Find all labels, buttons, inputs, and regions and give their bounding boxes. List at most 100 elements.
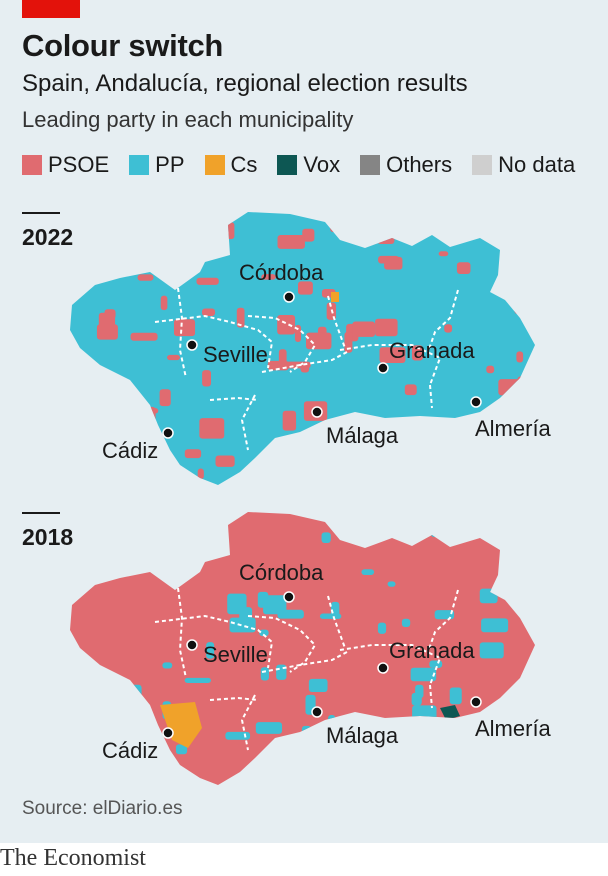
province-boundary <box>339 344 442 386</box>
municipality-patch <box>199 418 225 439</box>
province-boundaries <box>154 287 459 451</box>
municipality-patch <box>156 561 169 568</box>
city-dot-seville <box>186 339 198 351</box>
municipality-patch <box>173 319 196 337</box>
municipality-patch <box>479 588 498 604</box>
legend-label-no-data: No data <box>498 152 576 177</box>
municipality-patch <box>282 410 297 431</box>
municipality-patch <box>276 437 293 450</box>
city-label-malaga: Málaga <box>326 723 399 748</box>
legend-item-others: Others <box>360 152 452 178</box>
municipality-patch <box>377 235 395 245</box>
municipality-patch <box>137 274 154 281</box>
city-label-cadiz: Cádiz <box>102 738 158 763</box>
chart-description: Leading party in each municipality <box>22 107 354 132</box>
province-boundary <box>427 289 459 353</box>
city-label-almeria: Almería <box>475 716 552 741</box>
municipality-patch <box>482 466 498 485</box>
municipality-patch <box>498 379 522 396</box>
legend-swatch-others <box>360 155 381 175</box>
legend-label-cs: Cs <box>230 152 258 177</box>
municipality-patch <box>532 532 535 542</box>
city-label-cordoba: Córdoba <box>239 560 324 585</box>
municipality-patch <box>456 262 471 274</box>
municipality-patch <box>361 569 375 575</box>
legend: PSOE PP Cs Vox Others No data <box>22 152 595 178</box>
municipality-patch <box>98 312 116 334</box>
province-boundary <box>240 694 256 751</box>
municipality-patch <box>202 370 212 387</box>
municipality-patch <box>121 711 143 718</box>
municipality-patch <box>378 445 390 464</box>
city-label-almeria: Almería <box>475 416 552 441</box>
province-boundary <box>261 351 348 373</box>
municipality-patch <box>284 446 304 459</box>
municipality-patch <box>261 274 276 280</box>
city-label-granada: Granada <box>389 638 475 663</box>
municipality-patch <box>255 722 283 734</box>
municipality-patch <box>152 224 161 231</box>
municipality-patch <box>184 449 202 459</box>
municipality-patch <box>377 622 387 634</box>
municipality-patch <box>387 581 396 587</box>
cs-region <box>160 702 202 748</box>
province-boundary <box>154 614 274 669</box>
brand-tag <box>22 0 80 18</box>
municipality-patch <box>259 629 269 637</box>
year-label-2018: 2018 <box>22 524 74 550</box>
municipality-patch <box>438 251 449 257</box>
municipality-patch <box>277 314 296 335</box>
municipality-patch <box>263 595 287 615</box>
municipality-patch <box>375 318 398 337</box>
municipality-patch <box>239 607 253 621</box>
municipality-patch <box>362 237 377 245</box>
municipality-patch <box>160 295 168 311</box>
municipality-patch <box>411 345 423 361</box>
municipality-patch <box>202 308 216 317</box>
city-dot-malaga <box>311 706 323 718</box>
province-boundary <box>261 651 348 673</box>
year-rule-2022 <box>22 212 60 214</box>
municipality-patch <box>302 228 315 242</box>
municipality-patch <box>301 725 312 743</box>
municipality-patch <box>196 277 219 285</box>
municipality-patch <box>434 610 455 620</box>
municipality-patch <box>502 551 525 557</box>
municipality-patch <box>501 443 524 459</box>
municipality-patch <box>298 281 313 295</box>
city-dot-almeria <box>470 396 482 408</box>
municipality-patch <box>159 389 171 407</box>
legend-item-vox: Vox <box>277 152 340 178</box>
legend-label-pp: PP <box>155 152 185 177</box>
municipality-patch <box>132 425 159 435</box>
city-dot-cadiz <box>162 727 174 739</box>
chart-title: Colour switch <box>22 28 224 63</box>
province-boundary <box>209 396 259 401</box>
municipality-patch <box>285 471 312 483</box>
province-boundary <box>247 615 317 673</box>
province-boundary <box>247 315 317 373</box>
municipality-patch <box>497 517 520 531</box>
legend-swatch-no-data <box>472 155 493 175</box>
municipality-patch <box>326 757 348 776</box>
municipality-patch <box>378 255 399 264</box>
legend-item-cs: Cs <box>204 152 258 178</box>
publisher-brand: The Economist <box>0 845 146 871</box>
municipality-patch <box>225 731 251 740</box>
chart-card: Colour switch Spain, Andalucía, regional… <box>0 0 608 843</box>
municipality-patch <box>379 347 406 364</box>
municipality-patch <box>277 234 305 249</box>
municipality-patch <box>401 618 411 628</box>
legend-label-others: Others <box>386 152 453 177</box>
municipality-patch <box>377 517 389 525</box>
municipality-patch <box>481 618 509 633</box>
municipality-patch <box>277 609 304 619</box>
province-boundary <box>177 587 187 679</box>
municipality-patch <box>527 776 535 785</box>
map-2018: Córdoba Seville Granada Cádiz Málaga Almería <box>70 512 552 785</box>
municipality-patch <box>533 681 535 691</box>
municipality-patch <box>321 532 331 544</box>
city-dot-granada <box>377 362 389 374</box>
municipality-patch <box>197 468 204 480</box>
city-label-cadiz: Cádiz <box>102 438 158 463</box>
